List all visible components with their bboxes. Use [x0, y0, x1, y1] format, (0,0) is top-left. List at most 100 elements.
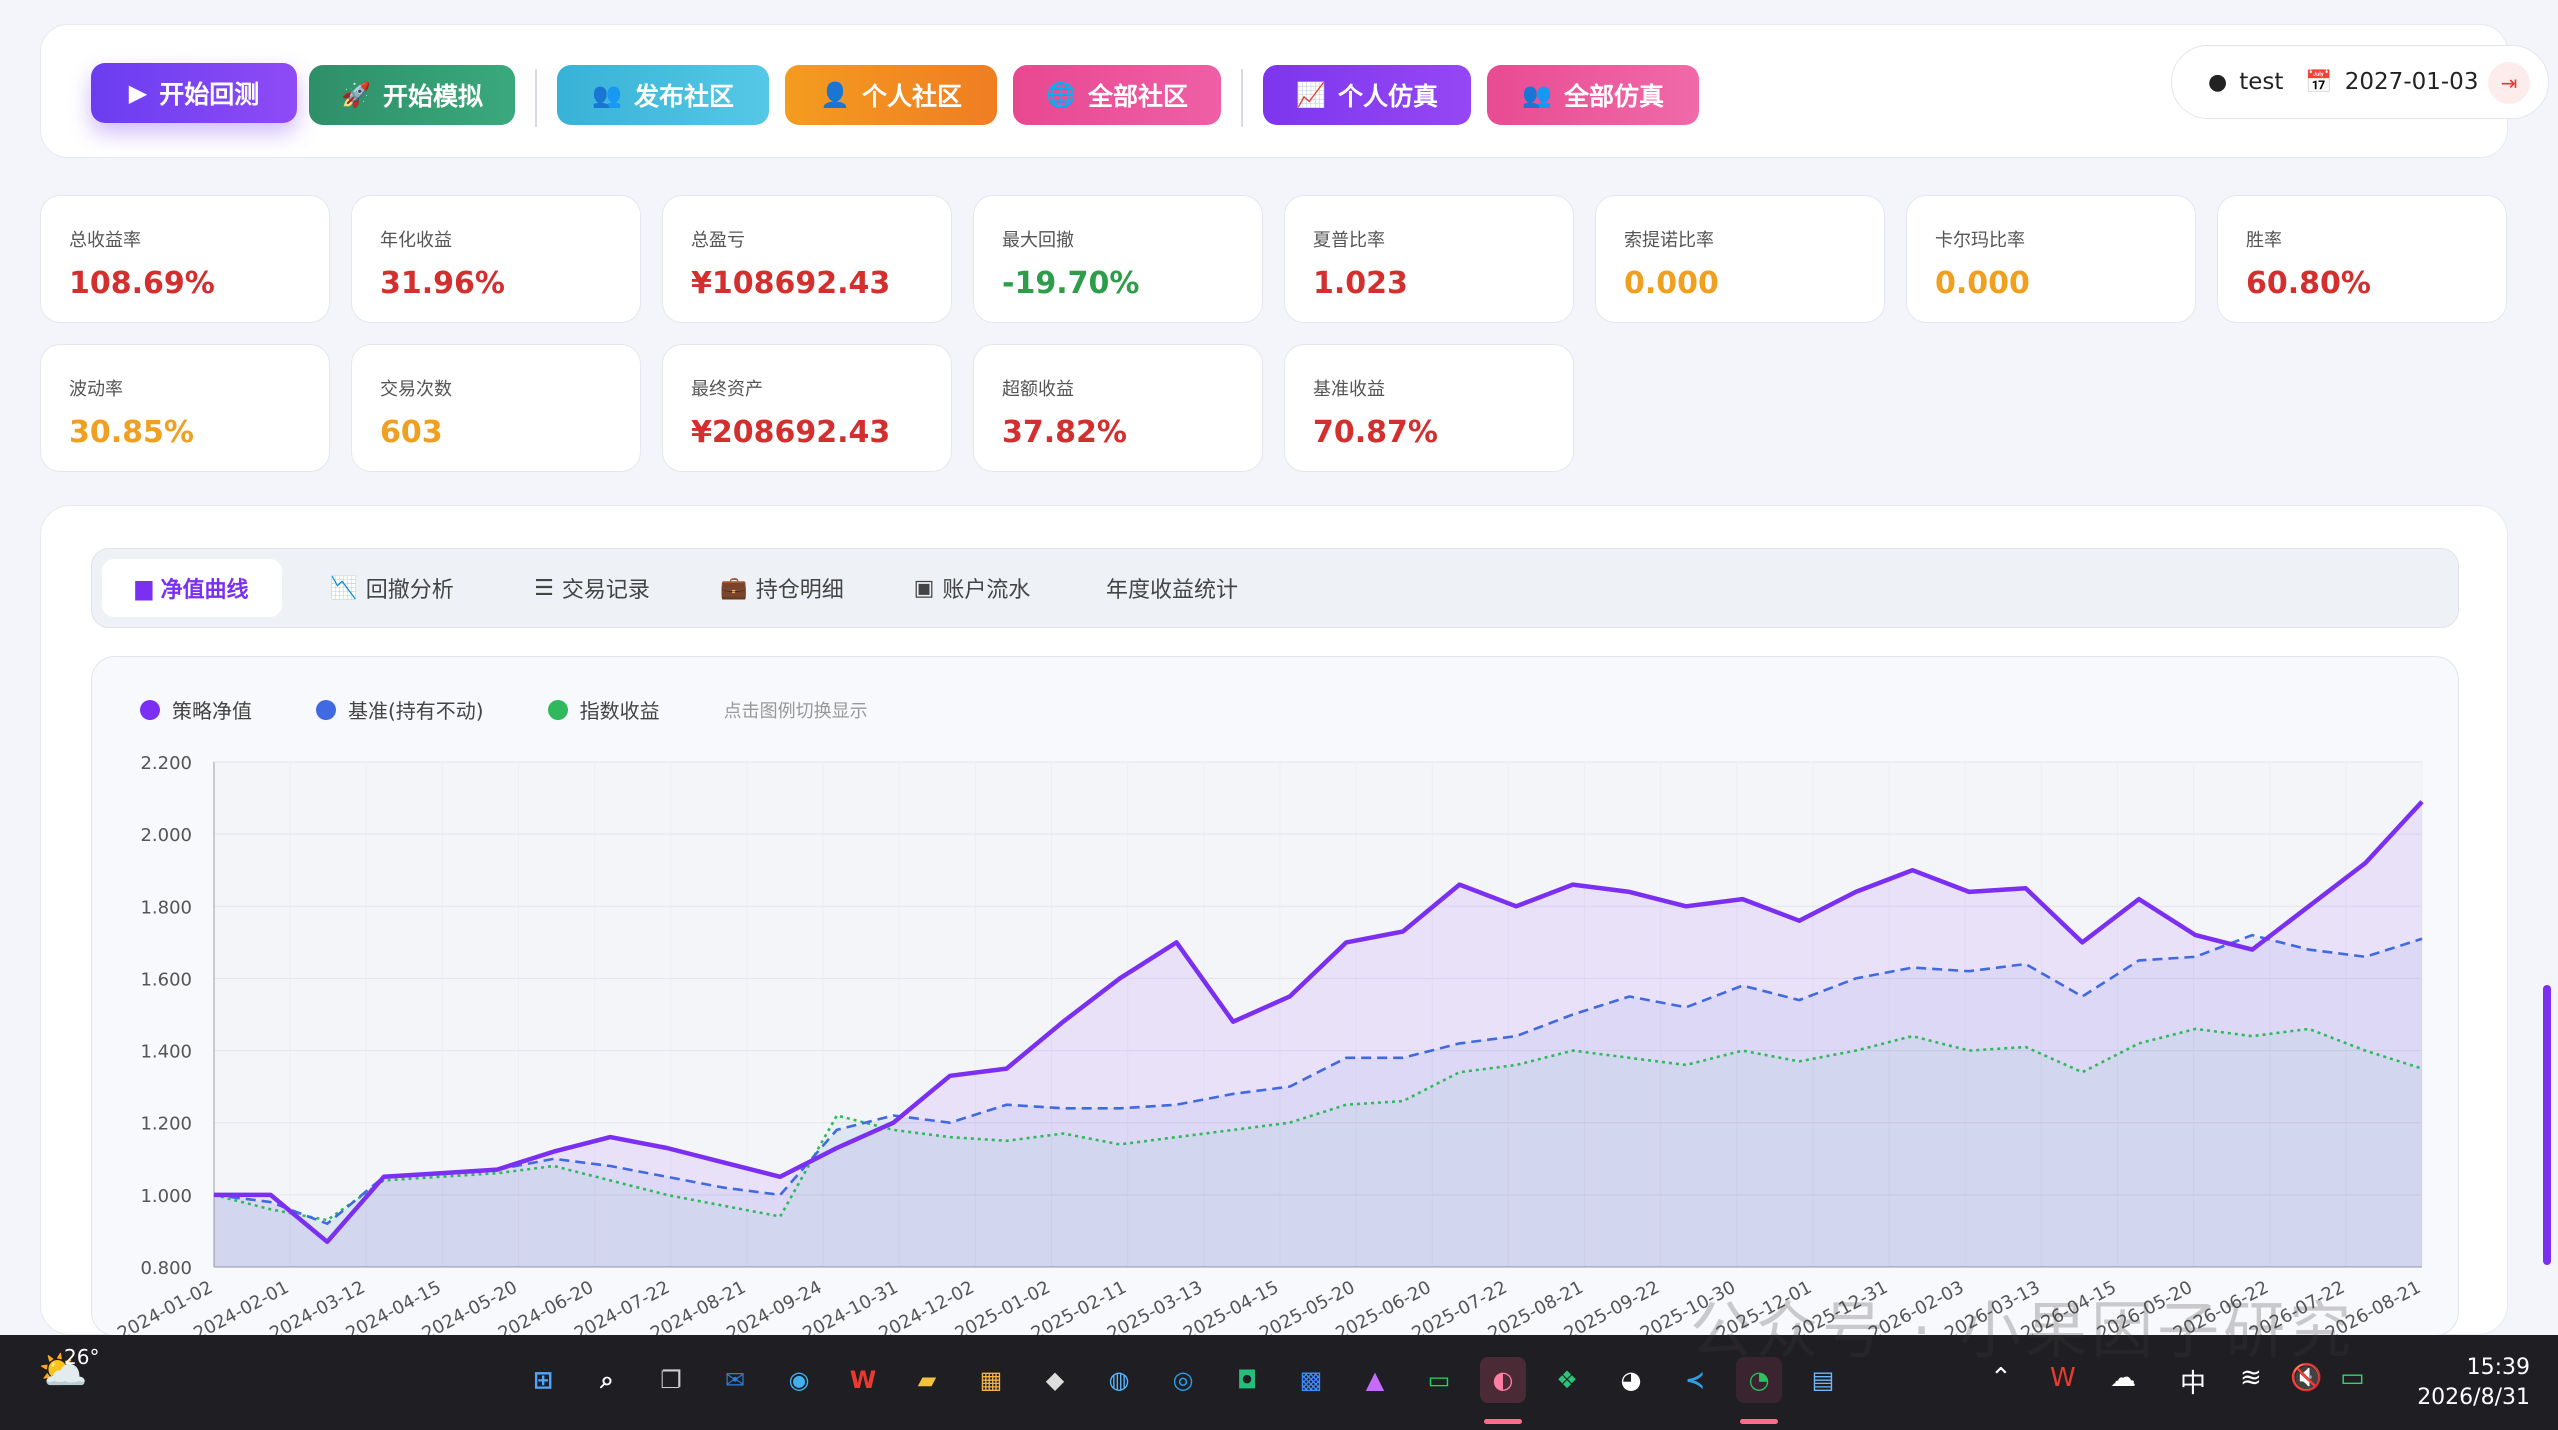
weather-temp: 26°: [64, 1345, 100, 1369]
metric-label: 基准收益: [1313, 379, 1385, 400]
leaf-app-icon[interactable]: ❖: [1556, 1366, 1578, 1394]
toolbar-divider: [535, 69, 537, 127]
legend-label: 策略净值: [172, 699, 252, 723]
metric-label: 总收益率: [69, 230, 141, 251]
file-explorer-icon[interactable]: ▰: [917, 1366, 937, 1394]
metric-label: 卡尔玛比率: [1935, 230, 2025, 251]
panda-app-icon[interactable]: ◕: [1620, 1366, 1642, 1394]
all-community-button[interactable]: 🌐 全部社区: [1013, 65, 1221, 125]
nav-chart: 0.800 1.000 1.200 1.400 1.600 1.800 2.000 2.200…: [114, 753, 2424, 1335]
y-tick-label: 1.600: [140, 969, 192, 990]
legend-label: 指数收益: [579, 699, 660, 723]
chart-legend: 策略净值 基准(持有不动) 指数收益 点击图例切换显示: [140, 695, 868, 724]
legend-dot: [547, 699, 568, 720]
metric-card: 夏普比率 1.023: [1284, 195, 1574, 323]
wps-tray-icon[interactable]: W: [2050, 1363, 2076, 1393]
tab-positions[interactable]: 💼 持仓明细: [682, 559, 882, 617]
legend-index[interactable]: 指数收益: [547, 695, 660, 724]
index-return-line: [213, 1027, 2423, 1222]
tab-ledger[interactable]: ▣ 账户流水: [872, 559, 1072, 617]
system-clock[interactable]: 15:39 2026/8/31: [2410, 1353, 2530, 1413]
metric-card: 最大回撤 -19.70%: [973, 195, 1263, 323]
mountain-app-icon[interactable]: ▲: [1365, 1366, 1385, 1394]
metric-card: 基准收益 70.87%: [1284, 344, 1574, 472]
personal-community-button[interactable]: 👤 个人社区: [785, 65, 997, 125]
volume-muted-icon[interactable]: 🔇: [2290, 1363, 2323, 1393]
publish-community-label: 发布社区: [633, 82, 734, 111]
user-plus-icon: 👤: [820, 81, 850, 109]
ime-indicator[interactable]: 中: [2180, 1369, 2207, 1399]
scrollbar-thumb[interactable]: [2543, 985, 2551, 1265]
search-icon[interactable]: ⌕: [600, 1366, 614, 1394]
personal-community-label: 个人社区: [861, 82, 962, 111]
chevron-up-icon[interactable]: ⌃: [1990, 1363, 2012, 1393]
tab-nav-curve[interactable]: ▆ 净值曲线: [102, 559, 282, 617]
tab-trades[interactable]: ☰ 交易记录: [492, 559, 692, 617]
y-tick-label: 0.800: [140, 1258, 192, 1279]
y-tick-label: 1.800: [140, 897, 192, 918]
line-chart-icon: 📉: [330, 575, 358, 601]
tab-drawdown[interactable]: 📉 回撤分析: [302, 559, 482, 617]
calendar-icon: 📅: [2305, 69, 2333, 95]
users-icon: 👥: [592, 81, 622, 109]
publish-community-button[interactable]: 👥 发布社区: [557, 65, 769, 125]
legend-benchmark[interactable]: 基准(持有不动): [316, 695, 484, 724]
vscode-icon[interactable]: ≺: [1684, 1366, 1706, 1394]
wifi-icon[interactable]: ≋: [2240, 1363, 2262, 1393]
metric-value: 1.023: [1313, 266, 1408, 301]
legend-dot: [140, 699, 160, 720]
metric-label: 总盈亏: [691, 230, 745, 251]
start-backtest-button[interactable]: ▶ 开始回测: [91, 63, 297, 123]
start-menu-icon[interactable]: ⊞: [532, 1366, 554, 1394]
legend-label: 基准(持有不动): [348, 699, 484, 723]
metric-value: 31.96%: [380, 266, 505, 301]
metric-label: 超额收益: [1002, 379, 1074, 400]
task-view-icon[interactable]: ❐: [660, 1366, 682, 1394]
metric-value: 70.87%: [1313, 415, 1438, 450]
cube-app-icon[interactable]: ◆: [1045, 1366, 1065, 1394]
globe-app-icon[interactable]: ◍: [1108, 1366, 1130, 1394]
personal-simulation-button[interactable]: 📈 个人仿真: [1263, 65, 1471, 125]
all-simulation-button[interactable]: 👥 全部仿真: [1487, 65, 1699, 125]
green-app-icon[interactable]: ◘: [1236, 1366, 1258, 1394]
y-tick-label: 1.000: [140, 1186, 192, 1207]
tab-label: 账户流水: [942, 578, 1031, 603]
battery-icon[interactable]: ▭: [2340, 1363, 2365, 1393]
wps-icon[interactable]: W: [849, 1366, 877, 1394]
username: test: [2239, 69, 2284, 95]
strategy-nav-line: [214, 800, 2424, 1245]
index-return-line-area: [214, 1028, 2422, 1267]
notepad-icon[interactable]: ▤: [1811, 1366, 1835, 1394]
benchmark-line-area: [214, 935, 2422, 1267]
edge-browser-icon[interactable]: ◉: [788, 1366, 810, 1394]
store-icon[interactable]: ▦: [979, 1366, 1003, 1394]
plot-area: [214, 762, 2422, 1267]
cloud-sun-icon: ⛅: [38, 1348, 88, 1394]
metric-value: ¥208692.43: [691, 415, 891, 450]
metric-value: 108.69%: [69, 266, 215, 301]
all-community-label: 全部社区: [1087, 82, 1188, 111]
metric-value: 603: [380, 415, 443, 450]
weather-widget[interactable]: ⛅ 26°: [38, 1345, 99, 1394]
metric-card: 总收益率 108.69%: [40, 195, 330, 323]
briefcase-icon: 💼: [720, 575, 748, 601]
active-indicator: [1484, 1419, 1522, 1424]
active-app-icon[interactable]: ◐: [1480, 1357, 1526, 1403]
metric-label: 波动率: [69, 379, 123, 400]
outlook-icon[interactable]: ✉: [724, 1366, 746, 1394]
edge-ai-icon[interactable]: ◎: [1172, 1366, 1194, 1394]
wechat-icon[interactable]: ◔: [1736, 1357, 1782, 1403]
y-tick-label: 2.200: [140, 753, 192, 774]
metric-label: 最大回撤: [1002, 230, 1074, 251]
blue-app-icon[interactable]: ▩: [1299, 1366, 1323, 1394]
metric-value: 30.85%: [69, 415, 194, 450]
windows-taskbar: ⛅ 26° ⊞ ⌕ ❐ ✉ ◉ W ▰ ▦ ◆ ◍ ◎ ◘ ▩ ▲ ▭ ◐ ❖ …: [0, 1335, 2558, 1430]
metric-value: 60.80%: [2246, 266, 2371, 301]
chat-app-icon[interactable]: ▭: [1427, 1366, 1451, 1394]
tab-annual-returns[interactable]: 年度收益统计: [1082, 559, 1262, 617]
result-tabs: ▆ 净值曲线 📉 回撤分析 ☰ 交易记录 💼 持仓明细 ▣ 账户流水 年度收益统…: [91, 548, 2459, 628]
legend-strategy[interactable]: 策略净值: [140, 695, 252, 724]
logout-button[interactable]: ⇥: [2488, 62, 2530, 104]
cloud-tray-icon[interactable]: ☁: [2110, 1363, 2136, 1393]
start-simulation-button[interactable]: 🚀 开始模拟: [309, 65, 515, 125]
